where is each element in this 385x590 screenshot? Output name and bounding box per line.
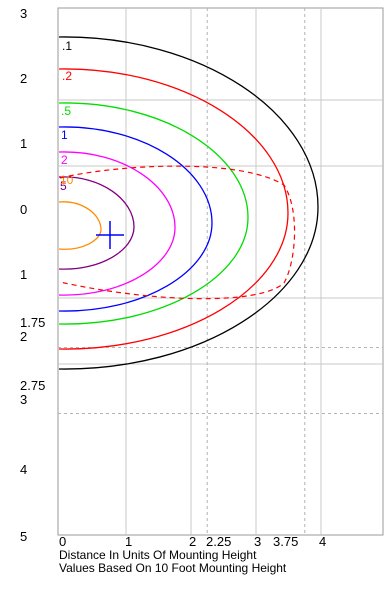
- y-tick-label: 2: [20, 329, 27, 344]
- contour-line: [58, 36, 319, 370]
- contour-label: .2: [62, 69, 72, 83]
- half-candela-trace: [59, 165, 296, 300]
- y-tick-label: 5: [20, 529, 27, 544]
- plot-frame: [57, 7, 384, 536]
- x-axis-label: Distance In Units Of Mounting Height: [59, 548, 257, 562]
- mounting-height-note: Values Based On 10 Foot Mounting Height: [59, 561, 287, 575]
- contour-line: [58, 68, 289, 350]
- x-tick-label: 1: [125, 534, 132, 549]
- x-tick-label: 3.75: [273, 534, 298, 549]
- x-tick-label: 2.25: [206, 534, 231, 549]
- y-tick-label: 1.75: [20, 315, 45, 330]
- contour-lines: [58, 36, 319, 370]
- y-tick-label: 3: [20, 392, 27, 407]
- contour-line: [58, 176, 135, 270]
- max-candela-marker: [96, 221, 124, 249]
- y-tick-label: 1: [20, 136, 27, 151]
- y-tick-label: 4: [20, 462, 27, 477]
- contour-label: .1: [62, 39, 72, 53]
- y-tick-label: 2: [20, 71, 27, 86]
- contour-line: [58, 102, 249, 325]
- contour-label: .5: [61, 104, 71, 118]
- x-tick-label: 3: [254, 534, 261, 549]
- x-tick-label: 4: [319, 534, 326, 549]
- contour-label: 5: [60, 179, 67, 193]
- y-tick-label: 3: [20, 6, 27, 21]
- contour-labels: .1 .2 .5 1 2 510: [60, 39, 74, 193]
- x-axis-ticks: 0 1 2 2.25 3 3.75 4: [59, 534, 326, 549]
- reference-lines: [58, 8, 383, 535]
- x-tick-label: 0: [59, 534, 66, 549]
- contour-line: [58, 151, 176, 296]
- y-tick-label: 0: [20, 202, 27, 217]
- y-tick-label: 1: [20, 267, 27, 282]
- y-tick-label: 2.75: [20, 378, 45, 393]
- contour-label: 10: [60, 173, 74, 187]
- x-tick-label: 2: [189, 534, 196, 549]
- contour-label: 2: [61, 153, 68, 167]
- contour-line: [58, 126, 213, 312]
- contour-line: [58, 201, 102, 250]
- contour-label: 1: [61, 128, 68, 142]
